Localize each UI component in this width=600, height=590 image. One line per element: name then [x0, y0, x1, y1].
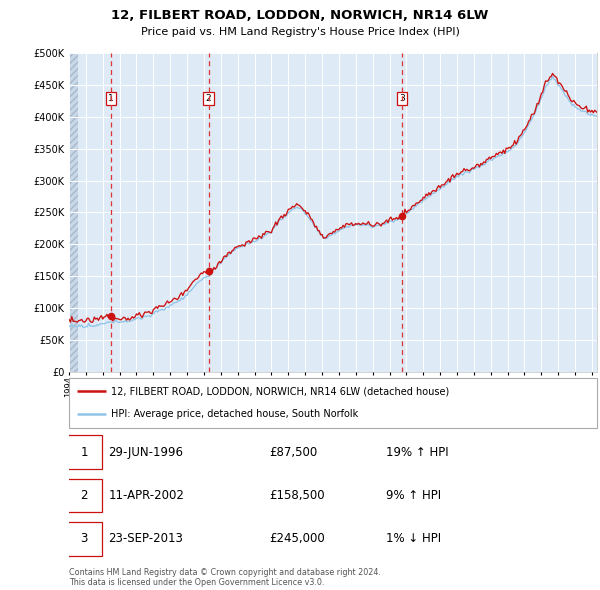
Text: 11-APR-2002: 11-APR-2002 — [109, 489, 184, 502]
Text: 2: 2 — [80, 489, 88, 502]
Text: 2: 2 — [206, 94, 211, 103]
Text: Price paid vs. HM Land Registry's House Price Index (HPI): Price paid vs. HM Land Registry's House … — [140, 27, 460, 37]
Text: £245,000: £245,000 — [269, 532, 325, 545]
Text: 12, FILBERT ROAD, LODDON, NORWICH, NR14 6LW: 12, FILBERT ROAD, LODDON, NORWICH, NR14 … — [112, 9, 488, 22]
FancyBboxPatch shape — [67, 478, 102, 513]
Text: HPI: Average price, detached house, South Norfolk: HPI: Average price, detached house, Sout… — [111, 409, 358, 419]
Text: 29-JUN-1996: 29-JUN-1996 — [109, 446, 184, 459]
Text: Contains HM Land Registry data © Crown copyright and database right 2024.
This d: Contains HM Land Registry data © Crown c… — [69, 568, 381, 587]
Text: 23-SEP-2013: 23-SEP-2013 — [109, 532, 184, 545]
Text: 12, FILBERT ROAD, LODDON, NORWICH, NR14 6LW (detached house): 12, FILBERT ROAD, LODDON, NORWICH, NR14 … — [111, 386, 449, 396]
Text: £87,500: £87,500 — [269, 446, 318, 459]
FancyBboxPatch shape — [69, 378, 597, 428]
FancyBboxPatch shape — [67, 522, 102, 556]
Bar — [69, 53, 78, 372]
Text: 9% ↑ HPI: 9% ↑ HPI — [386, 489, 441, 502]
Text: 1: 1 — [108, 94, 114, 103]
Text: 19% ↑ HPI: 19% ↑ HPI — [386, 446, 448, 459]
FancyBboxPatch shape — [67, 435, 102, 469]
Text: 1: 1 — [80, 446, 88, 459]
Text: £158,500: £158,500 — [269, 489, 325, 502]
Text: 3: 3 — [399, 94, 405, 103]
Text: 3: 3 — [80, 532, 88, 545]
Text: 1% ↓ HPI: 1% ↓ HPI — [386, 532, 441, 545]
